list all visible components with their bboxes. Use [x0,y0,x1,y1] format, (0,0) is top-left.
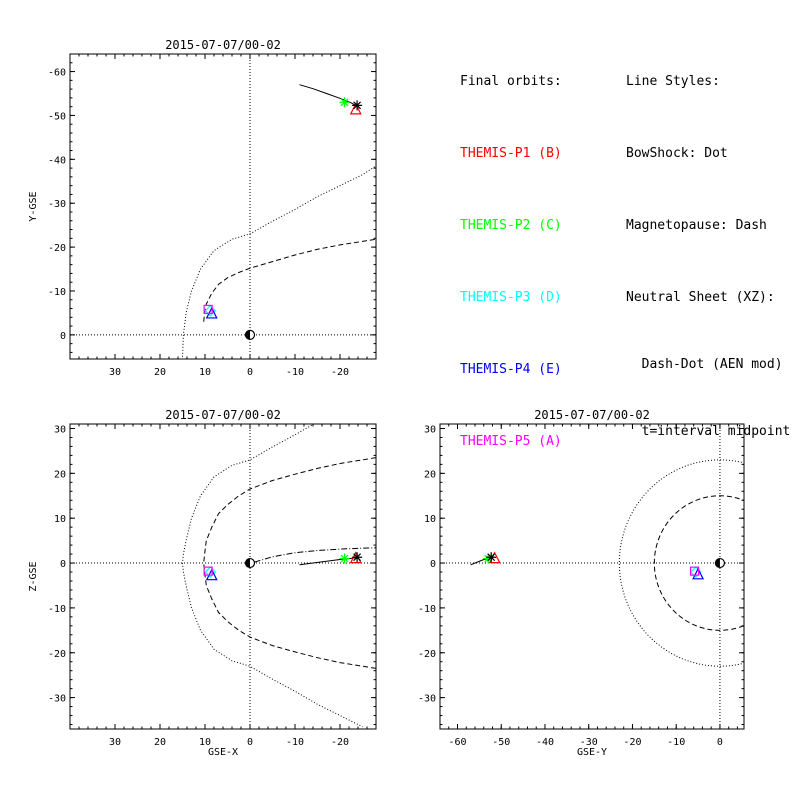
legend-probe-p1: THEMIS-P1 (B) [460,146,562,161]
plot-2-frame [69,423,377,730]
plot-1-plot-area [70,54,376,359]
plot-1-y-tick-label: -50 [48,111,66,122]
plot-2-marker-themis-p5 [203,566,213,576]
plot-3-y-tick-label: -10 [418,604,436,615]
plot-2-title: 2015-07-07/00-02 [165,408,281,422]
plot-3-x-tick-label: -20 [623,737,641,748]
orbits-legend-title: Final orbits: [460,74,562,89]
plot-2-y-tick-label: 20 [54,469,66,480]
plot-3-x-tick-label: -30 [580,737,598,748]
plot-1-y-tick-label: 0 [60,331,66,342]
plot-2-y-axis-label: Z-GSE [28,561,39,591]
plot-3-y-tick-label: 30 [424,424,436,435]
orbits-legend: Final orbits: THEMIS-P1 (B) THEMIS-P2 (C… [460,22,562,478]
plot-1-marker-current [352,100,363,111]
plot-2-x-axis-label: GSE-X [208,747,238,758]
legend-probe-p4: THEMIS-P4 (E) [460,362,562,377]
plot-3-marker-themis-p5 [689,566,700,576]
plot-1-x-tick-label: 10 [199,367,211,378]
plot-2-x-tick-label: -10 [286,737,304,748]
legend-probe-p2: THEMIS-P2 (C) [460,218,562,233]
plot-1-y-tick-label: -30 [48,199,66,210]
legend-probe-p5: THEMIS-P5 (A) [460,434,562,449]
plot-1-group: 2015-07-07/00-02 30 20 10 0 -10 -20 0 -10 -20 -30 -… [28,38,377,378]
plot-2-group: 2015-07-07/00-02 30 20 10 0 -10 -20 -30 -20 -10 0 1… [28,408,377,758]
plot-1-magnetopause-line [203,238,376,322]
plot-2-marker-current [352,552,363,563]
line-styles-legend: Line Styles: BowShock: Dot Magnetopause:… [626,22,790,463]
plot-3-marker-current [486,552,497,563]
plot-2-bow-shock-line [181,424,363,728]
plot-3-group: 2015-07-07/00-02 -60 -50 -40 -30 -20 -10 0 -30 -2… [418,408,745,758]
plot-3-earth-symbol [714,557,726,569]
plot-2-x-tick-label: 30 [109,737,121,748]
plot-2-magnetopause-line [203,457,376,669]
plot-1-y-axis-label: Y-GSE [28,191,39,221]
plot-1-marker-themis-p2 [339,97,350,108]
plot-2-neutral-sheet-line [254,547,376,563]
plot-3-marker-themis-p2 [483,553,494,564]
plot-2-x-tick-label: -20 [331,737,349,748]
plot-1-bow-shock-line [182,165,376,357]
plot-2-y-tick-label: -20 [48,649,66,660]
line-style-magnetopause: Magnetopause: Dash [626,218,767,233]
line-style-midpoint-note: t=interval midpoint [626,424,791,439]
plot-3-bow-shock-line [618,459,744,667]
plot-1-marker-themis-p3 [204,304,217,317]
plot-1-frame [69,53,377,360]
plot-3-y-tick-label: 20 [424,469,436,480]
plot-2-y-tick-label: 0 [60,559,66,570]
plot-2-y-tick-label: -10 [48,604,66,615]
line-style-neutral-sheet-style: Dash-Dot (AEN mod) [626,357,783,372]
plot-3-x-tick-label: -60 [448,737,466,748]
plot-1-y-tick-label: -20 [48,243,66,254]
plot-3-frame [439,423,745,730]
plot-3-x-tick-label: -40 [536,737,554,748]
plot-2-y-tick-label: 10 [54,514,66,525]
plot-3-x-axis-label: GSE-Y [577,747,607,758]
plot-1-earth-night-side [245,330,250,340]
plot-1-x-tick-label: 0 [247,367,253,378]
plot-2-y-tick-label: 30 [54,424,66,435]
line-style-bowshock: BowShock: Dot [626,146,728,161]
plot-2-x-tick-label: 20 [154,737,166,748]
plot-3-marker-themis-p4 [692,567,705,580]
plot-3-x-tick-label: 0 [717,737,723,748]
plot-3-y-tick-label: -30 [418,694,436,705]
plot-3-y-tick-label: 10 [424,514,436,525]
plot-3-x-tick-label: -50 [492,737,510,748]
plot-2-earth-symbol [244,557,256,569]
plot-3-x-tick-label: -10 [667,737,685,748]
plot-1-earth-symbol [244,329,256,340]
plot-1-x-tick-label: -10 [286,367,304,378]
plot-2-plot-area [70,424,376,729]
plot-1-marker-themis-p5 [203,304,213,315]
plot-2-x-tick-label: 10 [199,737,211,748]
line-style-neutral-sheet: Neutral Sheet (XZ): [626,290,775,305]
plot-1-x-tick-label: -20 [331,367,349,378]
plot-2-marker-themis-p2 [339,553,350,564]
plot-2-marker-themis-p3 [204,566,217,578]
plot-1-x-tick-label: 20 [154,367,166,378]
plot-1-marker-themis-p1 [349,102,362,115]
plot-1-y-tick-label: -60 [48,68,66,79]
plot-1-y-tick-label: -10 [48,287,66,298]
plot-2-y-tick-label: -30 [48,694,66,705]
plot-2-x-tick-label: 0 [247,737,253,748]
plot-1-y-tick-label: -40 [48,155,66,166]
plot-3-title: 2015-07-07/00-02 [534,408,650,422]
plot-3-y-tick-label: 0 [430,559,436,570]
plot-3-plot-area [440,424,744,729]
plot-1-orbit-track [299,84,357,106]
plot-1-x-tick-label: 30 [109,367,121,378]
plot-2-earth-night-side [245,558,250,568]
plot-2-orbit-track [299,557,356,566]
plot-1-title: 2015-07-07/00-02 [165,38,281,52]
plot-3-earth-night-side [715,558,720,568]
plot-3-y-tick-label: -20 [418,649,436,660]
line-styles-title: Line Styles: [626,74,720,89]
legend-probe-p3: THEMIS-P3 (D) [460,290,562,305]
plot-3-magnetopause-line [653,495,744,631]
